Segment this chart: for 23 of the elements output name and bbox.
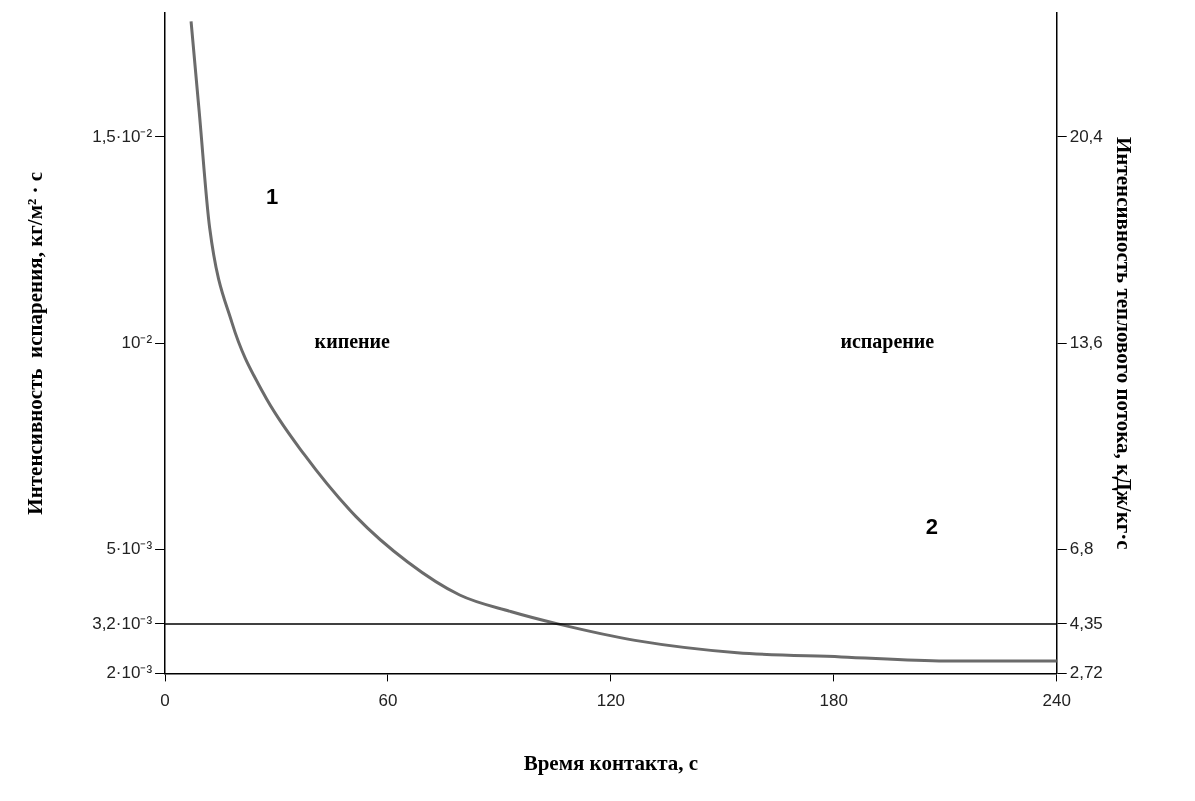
y-axis-title: Интенсивность испарения, кг/м² · с <box>23 171 48 515</box>
y2-tick-label: 20,4 <box>1069 126 1103 146</box>
x-tick-label: 60 <box>378 691 398 711</box>
annotation: 1 <box>265 184 279 210</box>
x-tick-label: 0 <box>160 691 170 711</box>
annotation: испарение <box>840 330 935 354</box>
y-tick-label: 5·10⁻³ <box>106 539 153 559</box>
y-tick-label: 1,5·10⁻² <box>92 126 153 146</box>
x-axis-title: Время контакта, с <box>523 750 699 775</box>
x-tick-label: 180 <box>819 691 848 711</box>
annotation: кипение <box>314 330 391 353</box>
x-tick-label: 120 <box>596 691 626 711</box>
y2-tick-label: 13,6 <box>1069 332 1103 352</box>
y2-tick-label: 6,8 <box>1069 539 1094 559</box>
y-tick-label: 3,2·10⁻³ <box>92 613 153 633</box>
x-tick-label: 240 <box>1042 691 1071 711</box>
y2-tick-label: 4,35 <box>1069 613 1103 633</box>
y2-axis-title: Интенсивность теплового потока, кДж/кг·с <box>1111 136 1136 550</box>
y-tick-label: 10⁻² <box>121 332 153 352</box>
y2-tick-label: 2,72 <box>1069 663 1103 683</box>
y-tick-label: 2·10⁻³ <box>106 663 153 683</box>
line-series <box>189 19 1059 663</box>
annotation: 2 <box>925 514 939 540</box>
